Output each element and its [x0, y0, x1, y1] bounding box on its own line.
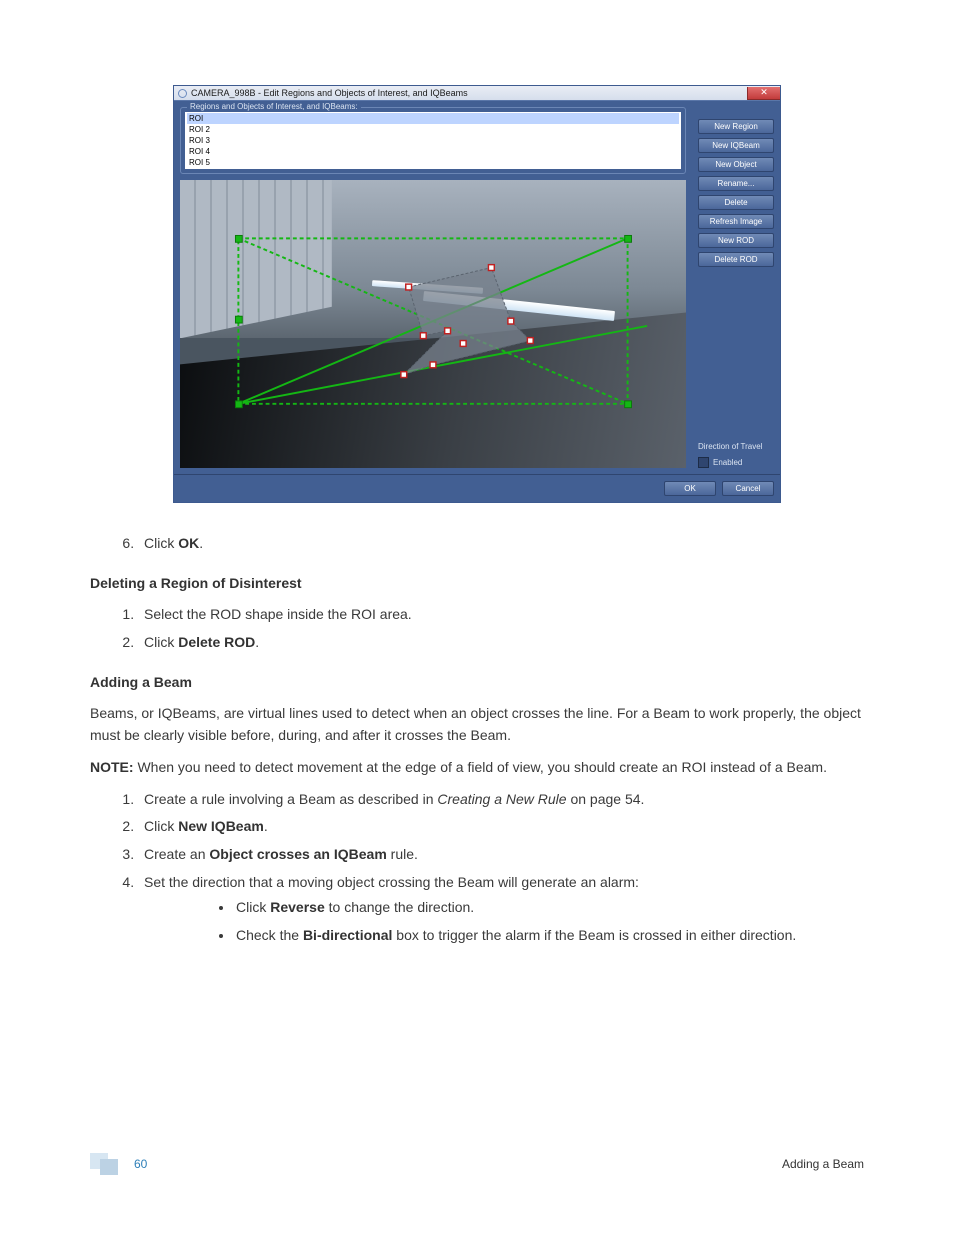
page-footer: 60 Adding a Beam [90, 1153, 864, 1175]
window-title: CAMERA_998B - Edit Regions and Objects o… [191, 88, 468, 98]
bullet-item: Check the Bi-directional box to trigger … [234, 925, 864, 947]
app-window: CAMERA_998B - Edit Regions and Objects o… [173, 85, 781, 503]
side-panel: New Region New IQBeam New Object Rename.… [692, 101, 780, 474]
step-item: Click OK. [138, 533, 864, 555]
heading-adding-beam: Adding a Beam [90, 672, 864, 694]
app-logo-icon [178, 89, 187, 98]
bullet-item: Click Reverse to change the direction. [234, 897, 864, 919]
new-rod-button[interactable]: New ROD [698, 233, 774, 248]
list-item[interactable]: ROI 5 [187, 157, 679, 168]
roi-group: Regions and Objects of Interest, and IQB… [180, 107, 686, 174]
step-item: Select the ROD shape inside the ROI area… [138, 604, 864, 626]
note-paragraph: NOTE: When you need to detect movement a… [90, 757, 864, 779]
footer-logo-icon [90, 1153, 124, 1175]
delete-rod-button[interactable]: Delete ROD [698, 252, 774, 267]
list-item[interactable]: ROI 3 [187, 135, 679, 146]
refresh-image-button[interactable]: Refresh Image [698, 214, 774, 229]
new-object-button[interactable]: New Object [698, 157, 774, 172]
document-body: Click OK. Deleting a Region of Disintere… [90, 533, 864, 947]
roi-list[interactable]: ROI ROI 2 ROI 3 ROI 4 ROI 5 [185, 112, 681, 169]
step-item: Set the direction that a moving object c… [138, 872, 864, 947]
list-item[interactable]: ROI [187, 113, 679, 124]
delete-button[interactable]: Delete [698, 195, 774, 210]
roi-overlay [180, 180, 686, 460]
app-titlebar: CAMERA_998B - Edit Regions and Objects o… [174, 86, 780, 101]
new-iqbeam-button[interactable]: New IQBeam [698, 138, 774, 153]
cancel-button[interactable]: Cancel [722, 481, 774, 496]
dialog-footer: OK Cancel [174, 474, 780, 502]
roi-group-label: Regions and Objects of Interest, and IQB… [187, 102, 361, 111]
rename-button[interactable]: Rename... [698, 176, 774, 191]
beam-intro-paragraph: Beams, or IQBeams, are virtual lines use… [90, 703, 864, 746]
page-number: 60 [134, 1157, 147, 1171]
enabled-checkbox[interactable] [698, 457, 709, 468]
new-region-button[interactable]: New Region [698, 119, 774, 134]
step-item: Click New IQBeam. [138, 816, 864, 838]
ok-button[interactable]: OK [664, 481, 716, 496]
step-item: Create an Object crosses an IQBeam rule. [138, 844, 864, 866]
step-item: Create a rule involving a Beam as descri… [138, 789, 864, 811]
camera-view[interactable] [180, 180, 686, 468]
direction-label: Direction of Travel [698, 352, 774, 451]
footer-section-label: Adding a Beam [782, 1157, 864, 1171]
step-item: Click Delete ROD. [138, 632, 864, 654]
enabled-label: Enabled [713, 458, 742, 467]
list-item[interactable]: ROI 4 [187, 146, 679, 157]
heading-delete-rod: Deleting a Region of Disinterest [90, 573, 864, 595]
close-icon[interactable]: ✕ [747, 87, 780, 100]
list-item[interactable]: ROI 2 [187, 124, 679, 135]
